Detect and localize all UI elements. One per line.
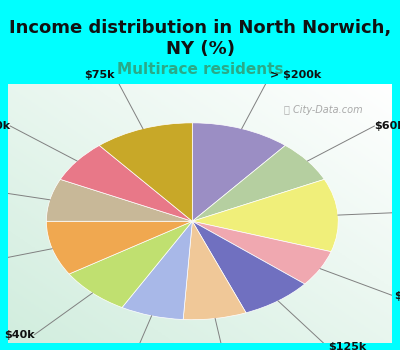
Wedge shape xyxy=(60,146,192,221)
Wedge shape xyxy=(99,123,192,221)
Wedge shape xyxy=(46,179,192,221)
Text: $60k: $60k xyxy=(374,121,400,131)
Text: Income distribution in North Norwich,
NY (%): Income distribution in North Norwich, NY… xyxy=(9,19,391,58)
Text: $200k: $200k xyxy=(0,121,10,131)
Wedge shape xyxy=(192,221,305,313)
Text: > $200k: > $200k xyxy=(270,70,322,80)
Text: $75k: $75k xyxy=(84,70,114,80)
Text: $125k: $125k xyxy=(328,342,366,350)
Wedge shape xyxy=(69,221,192,308)
Wedge shape xyxy=(192,123,285,221)
Text: $50k: $50k xyxy=(394,291,400,301)
Wedge shape xyxy=(183,221,246,320)
Text: $40k: $40k xyxy=(4,330,35,340)
Wedge shape xyxy=(46,221,192,274)
Wedge shape xyxy=(192,179,338,252)
Wedge shape xyxy=(122,221,192,320)
Wedge shape xyxy=(192,146,324,221)
Text: Multirace residents: Multirace residents xyxy=(117,62,283,77)
Wedge shape xyxy=(192,221,331,284)
Text: ⓘ City-Data.com: ⓘ City-Data.com xyxy=(284,105,363,115)
